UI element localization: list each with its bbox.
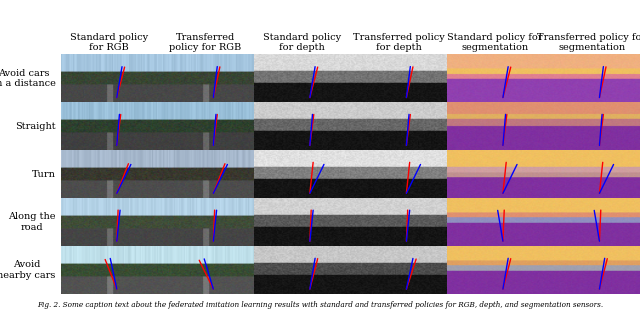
Text: Along the
road: Along the road [8, 212, 56, 232]
Text: Transferred policy for
segmentation: Transferred policy for segmentation [537, 33, 640, 52]
Text: Standard policy
for RGB: Standard policy for RGB [70, 33, 148, 52]
Text: Standard policy
for depth: Standard policy for depth [263, 33, 341, 52]
Text: Turn: Turn [32, 170, 56, 179]
Text: Straight: Straight [15, 122, 56, 131]
Text: Standard policy for
segmentation: Standard policy for segmentation [447, 33, 543, 52]
Text: Avoid cars
in a distance: Avoid cars in a distance [0, 69, 56, 88]
Text: Transferred policy
for depth: Transferred policy for depth [353, 33, 445, 52]
Text: Transferred
policy for RGB: Transferred policy for RGB [170, 33, 242, 52]
Text: Fig. 2. Some caption text about the federated imitation learning results with st: Fig. 2. Some caption text about the fede… [37, 301, 603, 309]
Text: Avoid
nearby cars: Avoid nearby cars [0, 260, 56, 280]
